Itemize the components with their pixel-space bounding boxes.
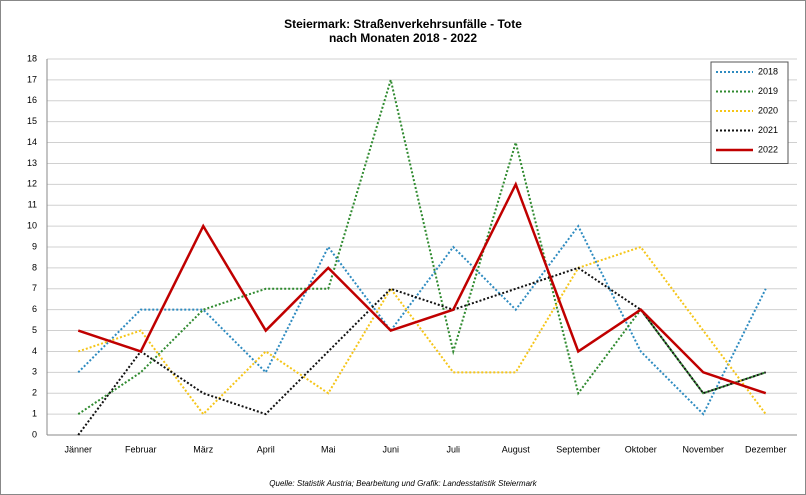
y-tick-label: 15 [27, 116, 37, 126]
y-tick-label: 0 [32, 429, 37, 439]
x-tick-label: Dezember [745, 444, 787, 454]
y-tick-label: 16 [27, 95, 37, 105]
y-tick-label: 2 [32, 388, 37, 398]
x-tick-label: Mai [321, 444, 336, 454]
series-line [77, 224, 767, 416]
x-tick-label: März [193, 444, 213, 454]
y-tick-label: 7 [32, 283, 37, 293]
y-tick-label: 14 [27, 137, 37, 147]
x-tick-label: April [257, 444, 275, 454]
series-line [77, 245, 767, 416]
legend-label: 2020 [758, 105, 778, 115]
y-tick-label: 18 [27, 53, 37, 63]
x-tick-label: Oktober [625, 444, 657, 454]
x-tick-label: Juni [382, 444, 399, 454]
source-note: Quelle: Statistik Austria; Bearbeitung u… [269, 479, 537, 488]
y-tick-label: 6 [32, 304, 37, 314]
y-tick-label: 9 [32, 241, 37, 251]
x-tick-label: November [682, 444, 724, 454]
series-line [77, 266, 767, 436]
x-tick-label: Jänner [64, 444, 92, 454]
y-tick-label: 4 [32, 346, 37, 356]
y-tick-label: 3 [32, 367, 37, 377]
y-tick-label: 13 [27, 158, 37, 168]
y-tick-label: 17 [27, 74, 37, 84]
y-tick-label: 1 [32, 408, 37, 418]
y-tick-label: 10 [27, 220, 37, 230]
x-tick-label: Februar [125, 444, 157, 454]
legend-label: 2018 [758, 66, 778, 76]
legend-label: 2022 [758, 144, 778, 154]
legend-label: 2019 [758, 86, 778, 96]
legend-box [710, 61, 789, 164]
x-tick-label: August [502, 444, 531, 454]
chart-subtitle: nach Monaten 2018 - 2022 [329, 31, 477, 45]
y-tick-label: 11 [28, 200, 37, 210]
y-tick-label: 5 [32, 325, 37, 335]
y-tick-label: 8 [32, 262, 37, 272]
y-tick-label: 12 [27, 179, 37, 189]
series-line [77, 181, 767, 395]
chart-title: Steiermark: Straßenverkehrsunfälle - Tot… [284, 17, 522, 31]
series-line [77, 75, 767, 415]
x-tick-label: Juli [446, 444, 460, 454]
legend-label: 2021 [758, 125, 778, 135]
x-tick-label: September [556, 444, 600, 454]
